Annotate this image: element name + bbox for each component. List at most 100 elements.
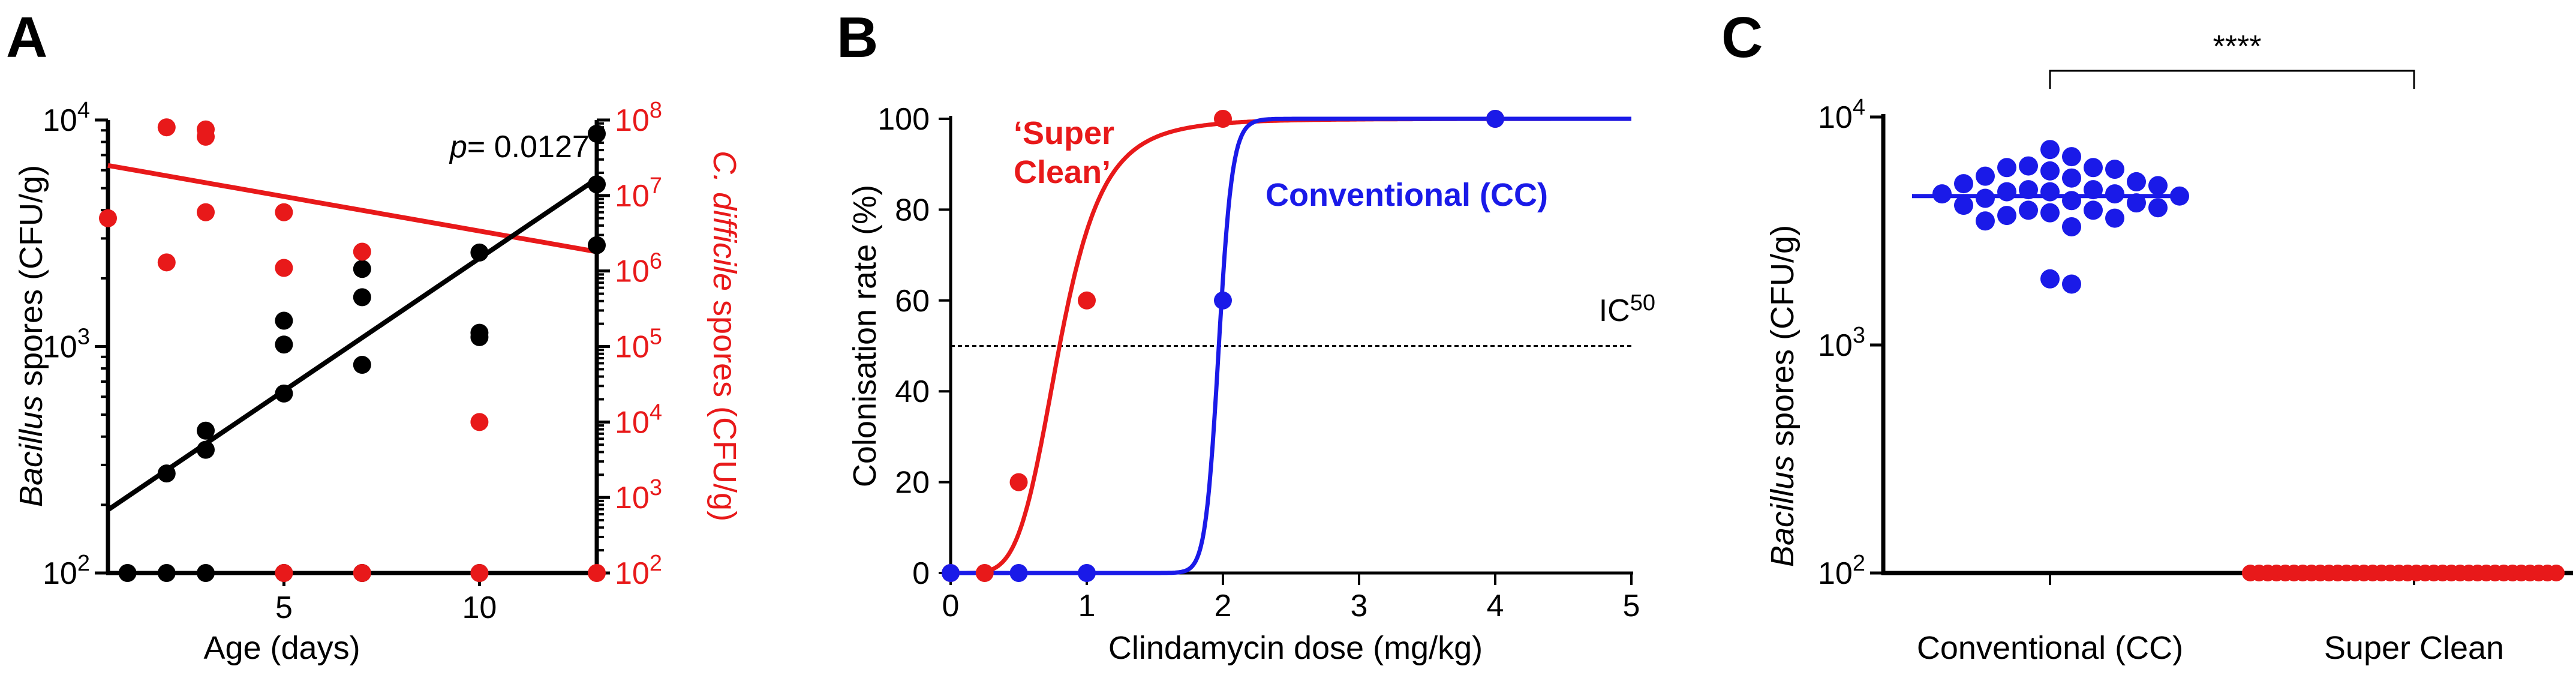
panel-c-marks <box>1912 140 2565 581</box>
cdiff-point <box>353 242 371 261</box>
conventional-point <box>2040 203 2060 223</box>
cdiff-fit-line <box>107 163 597 254</box>
ic50-label: IC50 <box>1599 290 1655 328</box>
panel-b-axes: 0 20 40 60 80 100 0 1 2 3 4 5 <box>877 102 1640 623</box>
panel-b-y-tick-label: 100 <box>877 102 930 137</box>
panel-a-y2-tick-label: 104 <box>615 400 662 440</box>
panel-a-marks <box>99 118 606 582</box>
panel-a-y2-tick-label: 105 <box>615 325 662 365</box>
conventional-point <box>2062 274 2081 294</box>
bacillus-point <box>275 311 293 330</box>
panel-b-ylabel: Colonisation rate (%) <box>847 185 883 487</box>
panel-b-x-tick-label: 2 <box>1215 589 1232 623</box>
panel-c-letter: C <box>1721 5 1763 70</box>
panel-b-y-tick-label: 60 <box>895 284 930 319</box>
conventional-point <box>2019 156 2038 176</box>
conventional-point <box>942 564 960 582</box>
cdiff-point <box>588 564 606 582</box>
conventional-point <box>1997 158 2016 178</box>
series-label-super-clean-2: Clean’ <box>1014 154 1111 190</box>
bacillus-point <box>275 384 293 403</box>
bacillus-point <box>197 440 215 459</box>
cdiff-point <box>353 564 371 582</box>
bacillus-point <box>588 236 606 254</box>
conventional-point <box>1997 206 2016 226</box>
conventional-point <box>2062 147 2081 167</box>
cdiff-point <box>470 413 489 431</box>
bacillus-point <box>353 260 371 278</box>
panel-c-ylabel: Bacillus spores (CFU/g) <box>1765 225 1801 567</box>
panel-a-ylabel-italic: Bacillus <box>13 395 49 507</box>
panel-c: C 102 103 104 **** Bacillus spores (CFU/g)… <box>1721 5 2573 666</box>
panel-c-axes: 102 103 104 <box>1818 70 2573 591</box>
cdiff-point <box>275 259 293 277</box>
cdiff-point <box>275 203 293 221</box>
conventional-point <box>2084 158 2103 178</box>
cdiff-point <box>197 127 215 146</box>
panel-b-y-tick-label: 80 <box>895 193 930 227</box>
panel-a-ylabel-rest: spores (CFU/g) <box>13 165 49 395</box>
cdiff-point <box>99 209 117 227</box>
panel-b-x-tick-label: 5 <box>1623 589 1640 623</box>
super-clean-point <box>1078 291 1096 310</box>
conventional-point <box>2127 172 2146 191</box>
conventional-point <box>2062 191 2081 211</box>
bacillus-point <box>588 124 606 143</box>
bacillus-point <box>197 564 215 582</box>
panel-b-xlabel: Clindamycin dose (mg/kg) <box>1108 630 1483 666</box>
bacillus-point <box>470 328 489 346</box>
panel-b-x-tick-label: 1 <box>1078 589 1096 623</box>
conventional-curve <box>951 116 1631 575</box>
panel-a-y2-tick-label: 106 <box>615 249 662 289</box>
bacillus-point <box>118 564 137 582</box>
series-label-conventional: Conventional (CC) <box>1266 177 1548 213</box>
ic50-text: IC <box>1599 293 1630 328</box>
cdiff-point <box>197 203 215 221</box>
conventional-point <box>1078 564 1096 582</box>
conventional-point <box>2040 269 2060 289</box>
conventional-point <box>1997 182 2016 202</box>
conventional-point <box>2105 160 2124 179</box>
category-label-conventional: Conventional (CC) <box>1917 630 2183 666</box>
panel-c-ylabel-italic: Bacillus <box>1765 455 1801 567</box>
panel-b-marks <box>942 110 1631 582</box>
cdiff-point <box>470 564 489 582</box>
panel-a-letter: A <box>6 5 47 70</box>
panel-a-x-tick-label: 5 <box>275 590 293 625</box>
significance-bracket <box>2049 70 2415 89</box>
bacillus-point <box>275 335 293 354</box>
category-label-super-clean: Super Clean <box>2324 630 2504 666</box>
p-value: = 0.0127 <box>467 130 590 164</box>
conventional-point <box>1976 166 1995 186</box>
panel-b-x-tick-label: 0 <box>942 589 960 623</box>
bacillus-point <box>353 356 371 374</box>
bacillus-point <box>588 175 606 194</box>
panel-a-y2label-rest: spores (CFU/g) <box>707 291 743 521</box>
bacillus-point <box>157 464 176 483</box>
conventional-point <box>2040 140 2060 160</box>
conventional-point <box>1976 211 1995 231</box>
panel-a-y2-tick-label: 102 <box>615 551 662 591</box>
panel-b-x-tick-label: 4 <box>1487 589 1504 623</box>
super-clean-point <box>1214 110 1232 128</box>
panel-a-x-tick-label: 10 <box>462 590 497 625</box>
conventional-point <box>2062 168 2081 188</box>
series-label-super-clean-1: ‘Super <box>1014 115 1114 151</box>
panel-a-y2-tick-label: 103 <box>615 475 662 515</box>
p-symbol: p <box>449 130 467 164</box>
panel-b-y-tick-label: 40 <box>895 374 930 409</box>
conventional-point <box>2040 161 2060 181</box>
conventional-point <box>2148 198 2168 218</box>
cdiff-point <box>275 564 293 582</box>
conventional-point <box>1954 196 1973 215</box>
panel-c-y-tick-label: 103 <box>1818 323 1865 363</box>
conventional-point <box>2019 200 2038 220</box>
panel-c-y-tick-label: 102 <box>1818 551 1865 591</box>
cdiff-point <box>157 118 176 137</box>
panel-b-letter: B <box>837 5 878 70</box>
panel-c-y-tick-label: 104 <box>1818 95 1865 135</box>
significance-label: **** <box>2213 29 2262 64</box>
bacillus-point <box>353 288 371 307</box>
conventional-point <box>1932 184 1952 204</box>
bacillus-fit-line <box>106 176 599 512</box>
